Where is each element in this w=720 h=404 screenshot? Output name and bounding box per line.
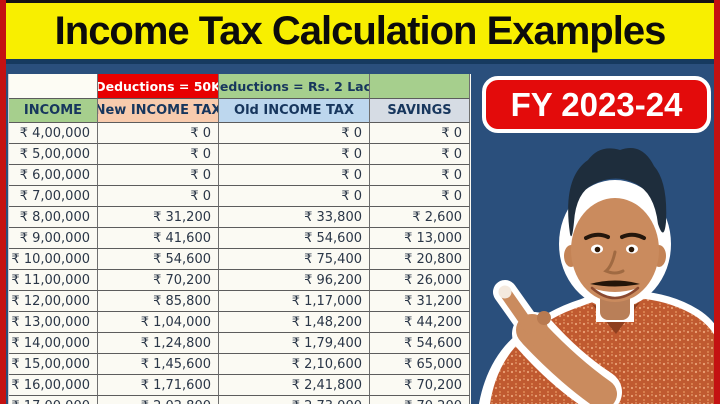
table-cell: ₹ 20,800 [370, 249, 470, 270]
table-cell: ₹ 11,00,000 [9, 270, 98, 291]
table-cell: ₹ 10,00,000 [9, 249, 98, 270]
table-cell: ₹ 33,800 [219, 207, 370, 228]
table-cell: ₹ 54,600 [370, 333, 470, 354]
table-row: ₹ 5,00,000 ₹ 0 ₹ 0 ₹ 0 [9, 144, 471, 165]
table-cell: ₹ 41,600 [98, 228, 219, 249]
table-cell: ₹ 4,00,000 [9, 123, 98, 144]
table-row: ₹ 14,00,000 ₹ 1,24,800 ₹ 1,79,400 ₹ 54,600 [9, 333, 471, 354]
table-cell: ₹ 1,71,600 [98, 375, 219, 396]
table-cell: ₹ 1,45,600 [98, 354, 219, 375]
banner-divider [6, 59, 714, 64]
column-header-savings: SAVINGS [370, 99, 470, 123]
page-title: Income Tax Calculation Examples [54, 8, 667, 53]
table-cell: ₹ 0 [219, 165, 370, 186]
table-row: ₹ 12,00,000 ₹ 85,800 ₹ 1,17,000 ₹ 31,200 [9, 291, 471, 312]
title-banner: Income Tax Calculation Examples [6, 0, 714, 59]
table-cell: ₹ 0 [370, 144, 470, 165]
table-group-header-row: Deductions = 50K Deductions = Rs. 2 Lacs [9, 74, 471, 99]
group-header-blank [9, 74, 98, 99]
table-cell: ₹ 0 [370, 165, 470, 186]
table-cell: ₹ 96,200 [219, 270, 370, 291]
table-cell: ₹ 0 [219, 144, 370, 165]
table-cell: ₹ 13,00,000 [9, 312, 98, 333]
table-cell: ₹ 14,00,000 [9, 333, 98, 354]
table-row: ₹ 7,00,000 ₹ 0 ₹ 0 ₹ 0 [9, 186, 471, 207]
table-cell: ₹ 0 [219, 123, 370, 144]
table-cell: ₹ 0 [370, 123, 470, 144]
table-cell: ₹ 0 [98, 186, 219, 207]
table-cell: ₹ 5,00,000 [9, 144, 98, 165]
table-cell: ₹ 26,000 [370, 270, 470, 291]
table-cell: ₹ 85,800 [98, 291, 219, 312]
table-row: ₹ 4,00,000 ₹ 0 ₹ 0 ₹ 0 [9, 123, 471, 144]
table-column-header-row: INCOME New INCOME TAX Old INCOME TAX SAV… [9, 99, 471, 123]
table-cell: ₹ 2,41,800 [219, 375, 370, 396]
right-red-border [714, 0, 720, 404]
table-cell: ₹ 8,00,000 [9, 207, 98, 228]
table-cell: ₹ 2,02,800 [98, 396, 219, 404]
table-cell: ₹ 0 [98, 165, 219, 186]
table-row: ₹ 11,00,000 ₹ 70,200 ₹ 96,200 ₹ 26,000 [9, 270, 471, 291]
column-header-new-income-tax: New INCOME TAX [98, 99, 219, 123]
table-cell: ₹ 0 [370, 186, 470, 207]
table-cell: ₹ 1,04,000 [98, 312, 219, 333]
table-cell: ₹ 70,200 [370, 375, 470, 396]
table-cell: ₹ 44,200 [370, 312, 470, 333]
table-cell: ₹ 7,00,000 [9, 186, 98, 207]
table-cell: ₹ 0 [98, 144, 219, 165]
table-cell: ₹ 2,600 [370, 207, 470, 228]
table-row: ₹ 15,00,000 ₹ 1,45,600 ₹ 2,10,600 ₹ 65,000 [9, 354, 471, 375]
table-row: ₹ 16,00,000 ₹ 1,71,600 ₹ 2,41,800 ₹ 70,200 [9, 375, 471, 396]
table-cell: ₹ 65,000 [370, 354, 470, 375]
table-row: ₹ 8,00,000 ₹ 31,200 ₹ 33,800 ₹ 2,600 [9, 207, 471, 228]
table-cell: ₹ 0 [98, 123, 219, 144]
table-cell: ₹ 2,10,600 [219, 354, 370, 375]
table-cell: ₹ 2,73,000 [219, 396, 370, 404]
table-cell: ₹ 1,79,400 [219, 333, 370, 354]
left-red-border [0, 0, 6, 404]
table-cell: ₹ 1,48,200 [219, 312, 370, 333]
presenter-cutout-photo [479, 148, 720, 404]
table-row: ₹ 17,00,000₹ 2,02,800₹ 2,73,000₹ 70,200 [9, 396, 471, 404]
fy-badge: FY 2023-24 [482, 76, 711, 133]
table-cell: ₹ 9,00,000 [9, 228, 98, 249]
group-header-deductions-50k: Deductions = 50K [98, 74, 219, 99]
table-cell: ₹ 0 [219, 186, 370, 207]
group-header-deductions-2lacs: Deductions = Rs. 2 Lacs [219, 74, 370, 99]
table-cell: ₹ 13,000 [370, 228, 470, 249]
table-cell: ₹ 1,24,800 [98, 333, 219, 354]
table-row: ₹ 9,00,000 ₹ 41,600 ₹ 54,600 ₹ 13,000 [9, 228, 471, 249]
tax-table-body: ₹ 4,00,000 ₹ 0 ₹ 0 ₹ 0 ₹ 5,00,000 ₹ 0 ₹ 0 ₹ 0 ₹ … [9, 123, 471, 404]
table-row: ₹ 13,00,000 ₹ 1,04,000 ₹ 1,48,200 ₹ 44,200 [9, 312, 471, 333]
tax-table: Deductions = 50K Deductions = Rs. 2 Lacs… [8, 74, 471, 404]
table-row: ₹ 10,00,000 ₹ 54,600 ₹ 75,400 ₹ 20,800 [9, 249, 471, 270]
table-cell: ₹ 15,00,000 [9, 354, 98, 375]
table-cell: ₹ 70,200 [98, 270, 219, 291]
column-header-income: INCOME [9, 99, 98, 123]
table-cell: ₹ 16,00,000 [9, 375, 98, 396]
table-row: ₹ 6,00,000 ₹ 0 ₹ 0 ₹ 0 [9, 165, 471, 186]
column-header-old-income-tax: Old INCOME TAX [219, 99, 370, 123]
group-header-blank-savings [370, 74, 470, 99]
table-cell: ₹ 70,200 [370, 396, 470, 404]
table-cell: ₹ 17,00,000 [9, 396, 98, 404]
table-cell: ₹ 54,600 [98, 249, 219, 270]
table-cell: ₹ 1,17,000 [219, 291, 370, 312]
fy-badge-label: FY 2023-24 [510, 85, 683, 123]
table-cell: ₹ 75,400 [219, 249, 370, 270]
table-cell: ₹ 6,00,000 [9, 165, 98, 186]
table-cell: ₹ 31,200 [370, 291, 470, 312]
table-cell: ₹ 31,200 [98, 207, 219, 228]
table-cell: ₹ 12,00,000 [9, 291, 98, 312]
table-cell: ₹ 54,600 [219, 228, 370, 249]
